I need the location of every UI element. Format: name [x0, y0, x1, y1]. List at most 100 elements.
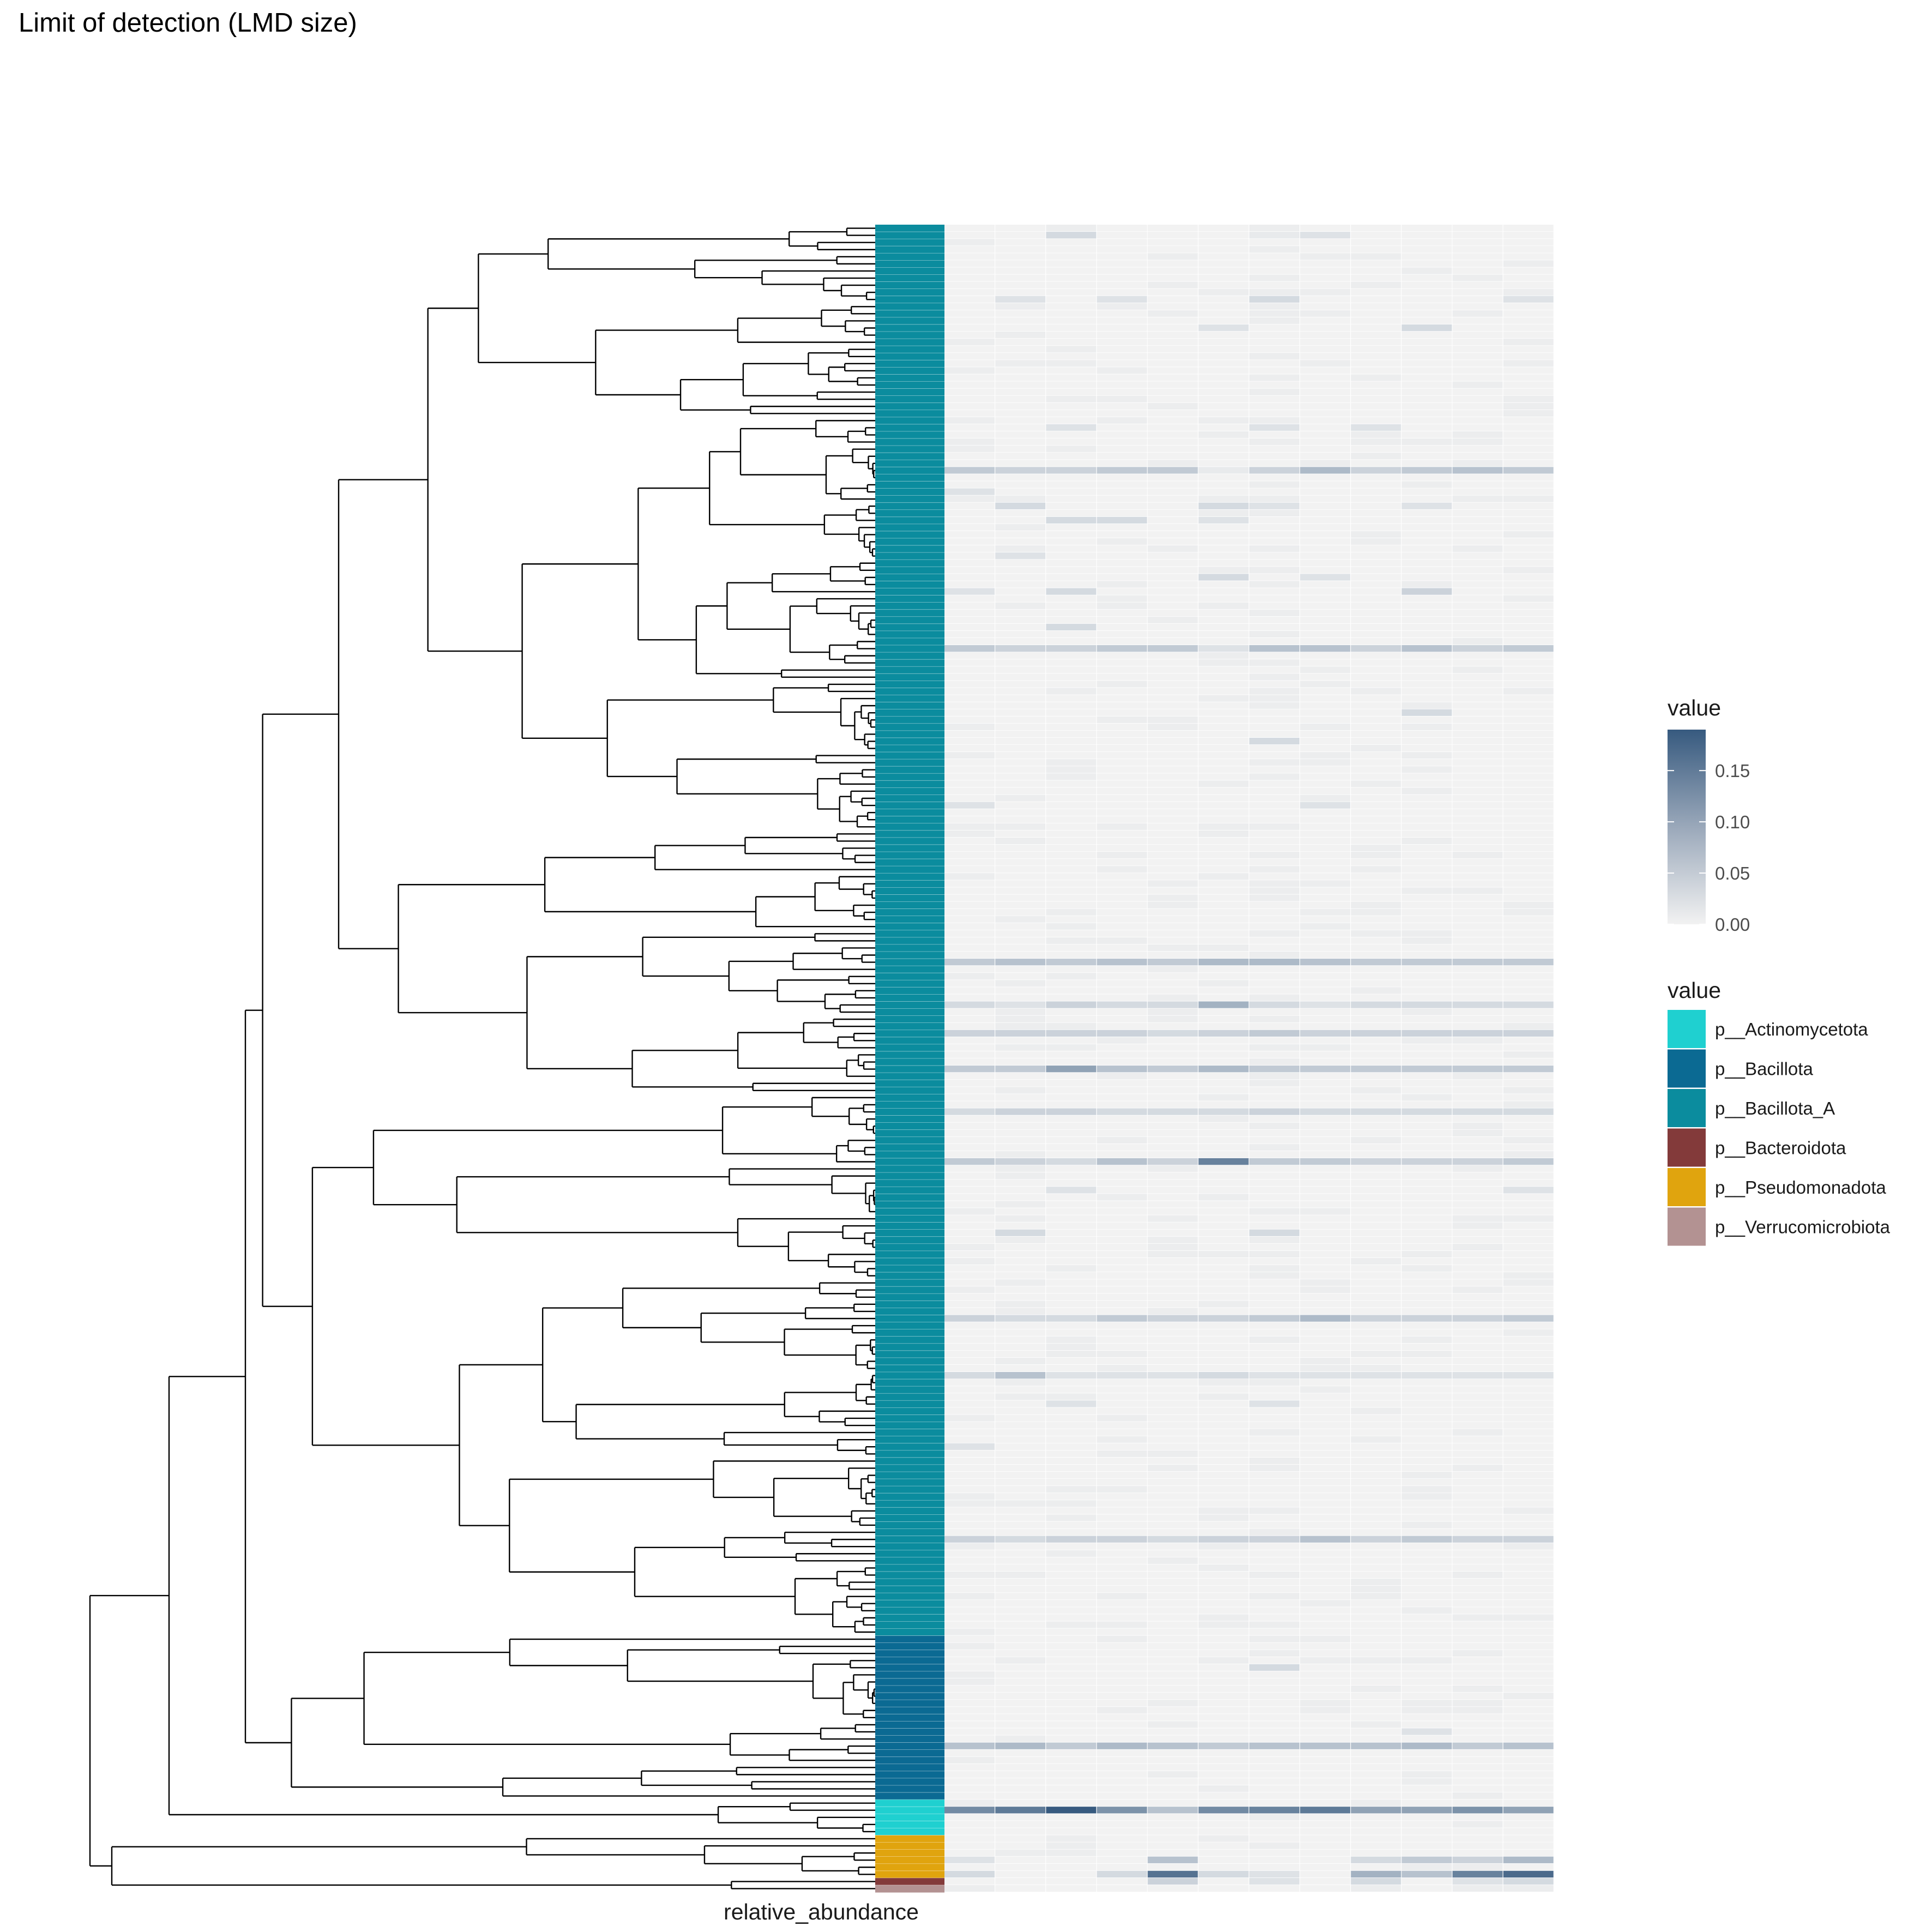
heatmap-cell — [1452, 1686, 1503, 1693]
heatmap-cell — [1097, 339, 1147, 346]
heatmap-cell — [1401, 894, 1452, 901]
phylum-annotation-cell — [875, 623, 944, 631]
heatmap-cell — [1351, 1500, 1401, 1507]
heatmap-cell — [1503, 1536, 1554, 1543]
heatmap-cell — [995, 1671, 1046, 1678]
heatmap-cell — [1401, 552, 1452, 559]
heatmap-cell — [1046, 1243, 1097, 1251]
heatmap-cell — [995, 1272, 1046, 1279]
heatmap-cell — [1300, 1073, 1351, 1080]
heatmap-cell — [1351, 1022, 1401, 1030]
heatmap-cell — [1097, 446, 1147, 453]
heatmap-cell — [1503, 1386, 1554, 1393]
phylum-annotation-cell — [875, 1835, 944, 1843]
heatmap-cell — [1097, 574, 1147, 581]
heatmap-cell — [1300, 1407, 1351, 1415]
heatmap-cell — [1046, 288, 1097, 296]
heatmap-cell — [1046, 1329, 1097, 1336]
heatmap-cell — [1147, 1336, 1198, 1343]
heatmap-cell — [1249, 552, 1299, 559]
heatmap-cell — [1046, 1229, 1097, 1236]
heatmap-cell — [1147, 460, 1198, 467]
heatmap-cell — [1503, 744, 1554, 752]
heatmap-cell — [1452, 1364, 1503, 1372]
heatmap-cell — [1300, 1122, 1351, 1129]
heatmap-cell — [1503, 581, 1554, 588]
heatmap-cell — [1300, 673, 1351, 681]
heatmap-cell — [1249, 887, 1299, 894]
heatmap-cell — [1401, 1471, 1452, 1479]
heatmap-cell — [1401, 1343, 1452, 1351]
heatmap-cell — [995, 795, 1046, 802]
heatmap-cell — [1300, 1486, 1351, 1493]
heatmap-cell — [1503, 937, 1554, 944]
heatmap-cell — [1351, 588, 1401, 595]
heatmap-cell — [995, 388, 1046, 395]
heatmap-cell — [1046, 488, 1097, 495]
heatmap-cell — [995, 951, 1046, 959]
heatmap-cell — [1097, 395, 1147, 402]
heatmap-cell — [1300, 716, 1351, 723]
heatmap-cell — [1046, 802, 1097, 809]
heatmap-cell — [995, 866, 1046, 873]
heatmap-cell — [1249, 588, 1299, 595]
heatmap-cell — [1452, 1265, 1503, 1272]
heatmap-cell — [1147, 1877, 1198, 1885]
heatmap-cell — [1198, 1229, 1249, 1236]
heatmap-cell — [1097, 987, 1147, 994]
heatmap-cell — [1147, 381, 1198, 388]
heatmap-cell — [995, 1415, 1046, 1422]
heatmap-cell — [1147, 730, 1198, 738]
heatmap-cell — [1249, 744, 1299, 752]
heatmap-cell — [1452, 288, 1503, 296]
heatmap-cell — [1452, 1450, 1503, 1458]
heatmap-cell — [1147, 388, 1198, 395]
heatmap-cell — [1097, 1372, 1147, 1379]
heatmap-cell — [944, 1015, 995, 1022]
heatmap-cell — [1401, 346, 1452, 353]
heatmap-cell — [995, 1265, 1046, 1272]
heatmap-cell — [1097, 602, 1147, 609]
heatmap-cell — [1452, 1664, 1503, 1671]
heatmap-cell — [944, 1322, 995, 1329]
heatmap-cell — [1097, 894, 1147, 901]
heatmap-cell — [1452, 673, 1503, 681]
heatmap-cell — [1249, 1165, 1299, 1172]
phylum-annotation-cell — [875, 802, 944, 810]
phylum-annotation-cell — [875, 1115, 944, 1123]
heatmap-cell — [944, 1799, 995, 1807]
phylum-annotation-cell — [875, 1885, 944, 1893]
heatmap-cell — [944, 310, 995, 317]
heatmap-cell — [1046, 410, 1097, 417]
heatmap-cell — [1249, 1194, 1299, 1201]
heatmap-cell — [995, 830, 1046, 838]
heatmap-cell — [1503, 1115, 1554, 1122]
heatmap-cell — [1198, 866, 1249, 873]
heatmap-cell — [1351, 830, 1401, 838]
heatmap-cell — [1351, 780, 1401, 787]
heatmap-cell — [944, 1464, 995, 1472]
heatmap-cell — [1351, 1593, 1401, 1600]
heatmap-cell — [1147, 887, 1198, 894]
heatmap-cell — [1147, 481, 1198, 488]
heatmap-cell — [1198, 1671, 1249, 1678]
heatmap-cell — [1198, 1037, 1249, 1044]
heatmap-cell — [1147, 609, 1198, 616]
heatmap-cell — [1097, 1151, 1147, 1158]
heatmap-cell — [1351, 346, 1401, 353]
heatmap-cell — [1198, 1336, 1249, 1343]
heatmap-cell — [1503, 823, 1554, 830]
heatmap-cell — [1401, 1550, 1452, 1557]
heatmap-cell — [1300, 1215, 1351, 1222]
heatmap-cell — [1452, 1022, 1503, 1030]
heatmap-cell — [1097, 1080, 1147, 1087]
heatmap-cell — [1503, 1807, 1554, 1814]
heatmap-cell — [1249, 1657, 1299, 1664]
heatmap-cell — [1300, 1771, 1351, 1778]
heatmap-cell — [944, 980, 995, 987]
heatmap-cell — [1046, 1621, 1097, 1628]
heatmap-cell — [1198, 1058, 1249, 1066]
heatmap-cell — [1097, 274, 1147, 281]
heatmap-cell — [1503, 1201, 1554, 1208]
heatmap-cell — [1147, 1015, 1198, 1022]
